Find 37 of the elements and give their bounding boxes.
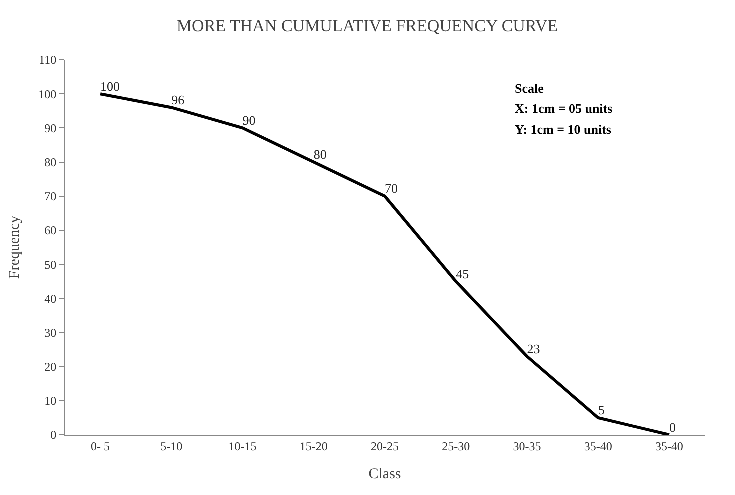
x-axis-title: Class bbox=[368, 466, 402, 482]
data-label: 100 bbox=[100, 78, 120, 94]
line-series bbox=[99, 92, 671, 435]
annotation: Scale bbox=[515, 81, 544, 96]
y-tick-label: 100 bbox=[38, 87, 57, 102]
x-tick-label: 30-35 bbox=[513, 439, 542, 454]
annotation: Y: 1cm = 10 units bbox=[515, 122, 612, 137]
y-tick-label: 20 bbox=[44, 360, 57, 374]
annotation: X: 1cm = 05 units bbox=[515, 101, 613, 116]
chart-title: MORE THAN CUMULATIVE FREQUENCY CURVE bbox=[176, 16, 558, 36]
x-tick-label: 0- 5 bbox=[91, 439, 110, 454]
y-tick-label: 70 bbox=[44, 190, 57, 204]
x-tick-label: 15-20 bbox=[300, 439, 328, 454]
y-tick-label: 60 bbox=[44, 224, 57, 238]
x-tick-label: 35-40 bbox=[655, 439, 684, 454]
y-tick-label: 0 bbox=[50, 428, 57, 442]
data-label: 90 bbox=[242, 112, 256, 128]
data-label: 23 bbox=[527, 341, 540, 356]
y-tick-label: 10 bbox=[44, 394, 57, 408]
data-label: 0 bbox=[669, 420, 676, 435]
y-axis-title: Frequency bbox=[6, 215, 23, 280]
y-tick-label: 30 bbox=[44, 326, 57, 340]
data-label: 5 bbox=[598, 402, 605, 418]
data-label: 80 bbox=[314, 147, 327, 162]
y-tick-label: 80 bbox=[44, 155, 57, 170]
y-tick-label: 90 bbox=[44, 121, 57, 136]
y-tick-label: 50 bbox=[44, 258, 57, 272]
x-tick-label: 35-40 bbox=[584, 439, 612, 454]
data-label: 45 bbox=[456, 266, 470, 282]
x-tick-label: 25-30 bbox=[442, 439, 470, 454]
data-label: 96 bbox=[172, 92, 186, 108]
y-tick-label: 40 bbox=[44, 292, 57, 306]
y-tick-label: 110 bbox=[39, 53, 57, 68]
x-tick-label: 5-10 bbox=[160, 439, 183, 454]
x-tick-label: 20-25 bbox=[371, 439, 399, 454]
x-tick-label: 10-15 bbox=[228, 439, 257, 454]
data-label: 70 bbox=[385, 181, 398, 196]
